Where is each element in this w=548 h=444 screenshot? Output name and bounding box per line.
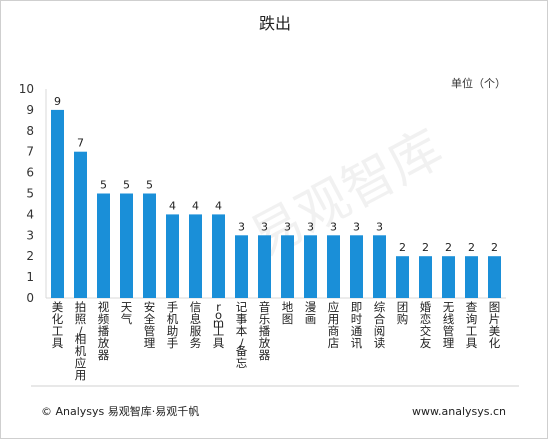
footer-url: www.analysys.cn <box>412 405 506 418</box>
bar-value-label: 3 <box>376 220 383 233</box>
bar <box>373 235 386 298</box>
bar-value-label: 3 <box>261 220 268 233</box>
y-tick-label: 0 <box>26 291 34 305</box>
bars: 9 7 5 5 5 4 4 4 3 3 3 3 3 3 3 2 2 2 2 2 <box>51 95 501 299</box>
chart-title: 跌出 <box>259 14 291 33</box>
bar-value-label: 5 <box>123 179 130 192</box>
category-label: 拍照/相机应用 <box>75 300 87 382</box>
bar-value-label: 9 <box>54 95 61 108</box>
bar <box>350 235 363 298</box>
bar-value-label: 2 <box>491 241 498 254</box>
category-label: 婚恋交友 <box>420 300 432 350</box>
bar-value-label: 2 <box>399 241 406 254</box>
bar <box>488 256 501 298</box>
bar <box>189 214 202 298</box>
y-tick-label: 10 <box>19 82 34 96</box>
y-tick-label: 7 <box>26 145 34 159</box>
y-tick-label: 2 <box>26 249 34 263</box>
y-tick-label: 6 <box>26 166 34 180</box>
bar <box>442 256 455 298</box>
bar <box>281 235 294 298</box>
category-label: 漫画 <box>305 300 317 326</box>
bar-value-label: 7 <box>77 137 84 150</box>
unit-label: 单位（个） <box>451 76 506 90</box>
bar <box>465 256 478 298</box>
category-label: 团购 <box>397 300 409 326</box>
bar-value-label: 2 <box>422 241 429 254</box>
y-tick-label: 8 <box>26 124 34 138</box>
y-tick-label: 5 <box>26 187 34 201</box>
category-label: 手机助手 <box>167 300 179 350</box>
y-tick-label: 9 <box>26 103 34 117</box>
category-label: 音乐播放器 <box>259 300 271 362</box>
bar <box>258 235 271 298</box>
bar-value-label: 4 <box>215 199 222 212</box>
category-label: 美化工具 <box>52 300 64 350</box>
bar-value-label: 5 <box>100 179 107 192</box>
bar-value-label: 2 <box>468 241 475 254</box>
bar-value-label: 4 <box>169 199 176 212</box>
bar-value-label: 5 <box>146 179 153 192</box>
category-label: 记事本/备忘 <box>236 300 248 370</box>
bar-value-label: 2 <box>445 241 452 254</box>
bar <box>396 256 409 298</box>
watermark: 易观智库 <box>241 119 453 270</box>
bar <box>419 256 432 298</box>
category-label: 应用商店 <box>328 300 340 350</box>
y-tick-label: 3 <box>26 228 34 242</box>
bar-value-label: 3 <box>330 220 337 233</box>
y-tick-label: 1 <box>26 270 34 284</box>
bar-value-label: 3 <box>307 220 314 233</box>
bar-value-label: 3 <box>238 220 245 233</box>
bar <box>120 193 133 298</box>
bar-value-label: 3 <box>353 220 360 233</box>
bar <box>212 214 225 298</box>
bar <box>327 235 340 298</box>
bar-value-label: 3 <box>284 220 291 233</box>
category-label: 信息服务 <box>190 300 202 350</box>
bar <box>51 109 64 299</box>
category-label: 地图 <box>282 300 294 326</box>
category-label: r o m 工具 <box>213 300 225 350</box>
category-label: 视频播放器 <box>98 300 110 362</box>
y-axis: 0 1 2 3 4 5 6 7 8 9 10 <box>19 82 34 305</box>
category-label: 安全管理 <box>144 300 156 350</box>
category-label: 查询工具 <box>466 300 478 350</box>
category-label: 无线管理 <box>443 300 455 350</box>
category-label: 图片美化 <box>489 300 501 350</box>
category-label: 即时通讯 <box>351 300 363 350</box>
category-label: 天气 <box>121 300 133 326</box>
bar <box>304 235 317 298</box>
footer-source: © Analysys 易观智库·易观千帆 <box>41 404 199 418</box>
bar <box>235 235 248 298</box>
y-tick-label: 4 <box>26 207 34 221</box>
bar <box>74 151 87 298</box>
bar <box>166 214 179 298</box>
bar-value-label: 4 <box>192 199 199 212</box>
category-label: 综合阅读 <box>374 300 386 350</box>
watermark-text: 易观智库 <box>241 119 453 270</box>
bar <box>143 193 156 298</box>
bar <box>97 193 110 298</box>
